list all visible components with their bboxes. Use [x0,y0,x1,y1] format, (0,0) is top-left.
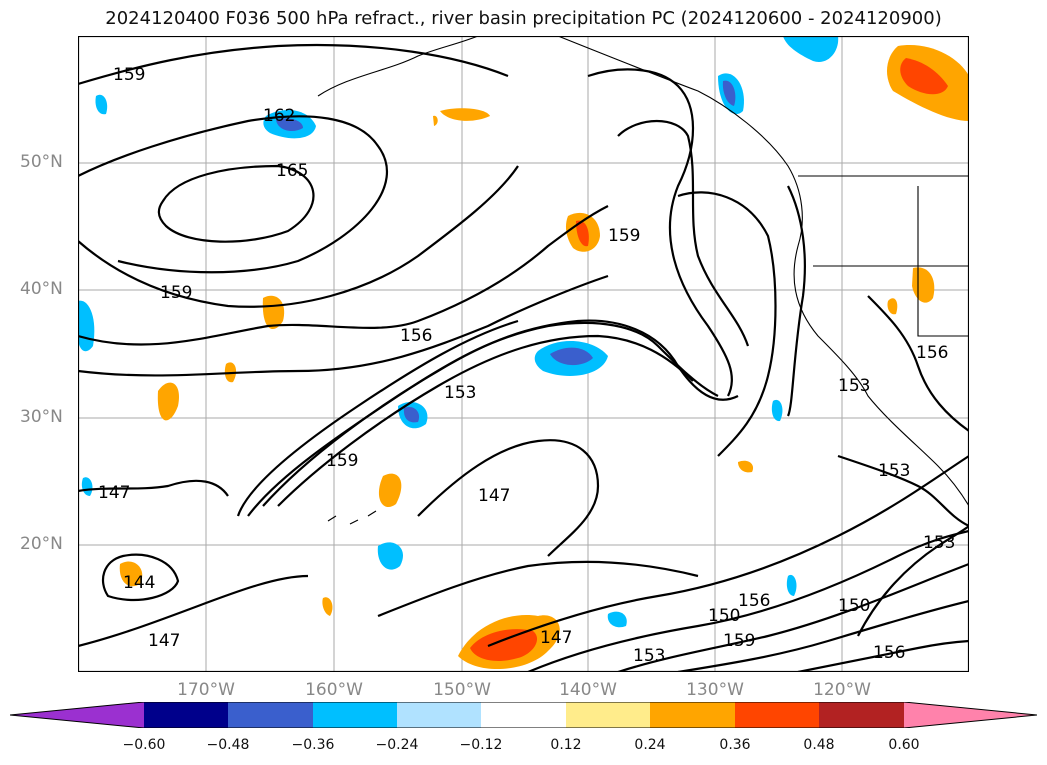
lat-label-30n: 30°N [20,407,63,427]
map-border [78,36,969,672]
colorbar-segment [566,702,650,728]
lat-label-40n: 40°N [20,279,63,299]
lon-label-120w: 120°W [813,680,871,700]
contour-label: 153 [444,383,476,403]
contour-label: 147 [540,628,572,648]
contour-label: 144 [123,573,155,593]
contour-label: 147 [478,486,510,506]
height-contours [78,43,969,672]
lat-label-20n: 20°N [20,534,63,554]
contour-label: 162 [263,106,295,126]
lon-label-170w: 170°W [177,680,235,700]
contour-label: 159 [160,283,192,303]
contour-label: 159 [608,226,640,246]
contour-label: 165 [276,161,308,181]
contour-label: 159 [326,451,358,471]
colorbar [9,701,1038,729]
map-plot: 159 162 165 159 156 153 159 147 147 144 … [78,36,969,672]
contour-label: 156 [873,643,905,663]
contour-label: 150 [708,606,740,626]
contour-label: 150 [838,596,870,616]
contour-label: 156 [738,591,770,611]
contour-label-group: 159 162 165 159 156 153 159 147 147 144 … [98,65,955,666]
colorbar-segment [904,702,1037,728]
contour-label: 159 [723,631,755,651]
contour-label: 156 [916,343,948,363]
chart-title: 2024120400 F036 500 hPa refract., river … [105,8,942,29]
colorbar-graphic [9,701,1038,729]
coastlines [317,36,969,525]
colorbar-tick-label: −0.60 [122,737,166,753]
contour-label: 147 [148,631,180,651]
colorbar-segment [481,702,566,728]
colorbar-segment [10,702,144,728]
lon-label-130w: 130°W [686,680,744,700]
colorbar-tick-label: 0.36 [719,737,751,753]
lon-label-150w: 150°W [433,680,491,700]
colorbar-tick-label: 0.48 [803,737,835,753]
colorbar-tick-label: −0.48 [206,737,250,753]
contour-label: 153 [923,533,955,553]
colorbar-tick-label: −0.24 [375,737,419,753]
colorbar-segment [650,702,735,728]
map-panel: 159 162 165 159 156 153 159 147 147 144 … [78,36,969,672]
lon-label-140w: 140°W [559,680,617,700]
lon-label-160w: 160°W [305,680,363,700]
colorbar-tick-label: −0.12 [459,737,503,753]
colorbar-tick-label: 0.12 [550,737,582,753]
colorbar-segment [819,702,904,728]
contour-label: 153 [878,461,910,481]
contour-label: 147 [98,483,130,503]
colorbar-segment [397,702,481,728]
colorbar-segment [313,702,397,728]
colorbar-segment [144,702,228,728]
colorbar-tick-label: 0.60 [888,737,920,753]
contour-label: 153 [633,646,665,666]
colorbar-tick-label: 0.24 [634,737,666,753]
colorbar-segment [228,702,313,728]
colorbar-segment [735,702,819,728]
colorbar-tick-label: −0.36 [291,737,335,753]
contour-label: 153 [838,376,870,396]
contour-label: 156 [400,326,432,346]
lat-label-50n: 50°N [20,152,63,172]
contour-label: 159 [113,65,145,85]
